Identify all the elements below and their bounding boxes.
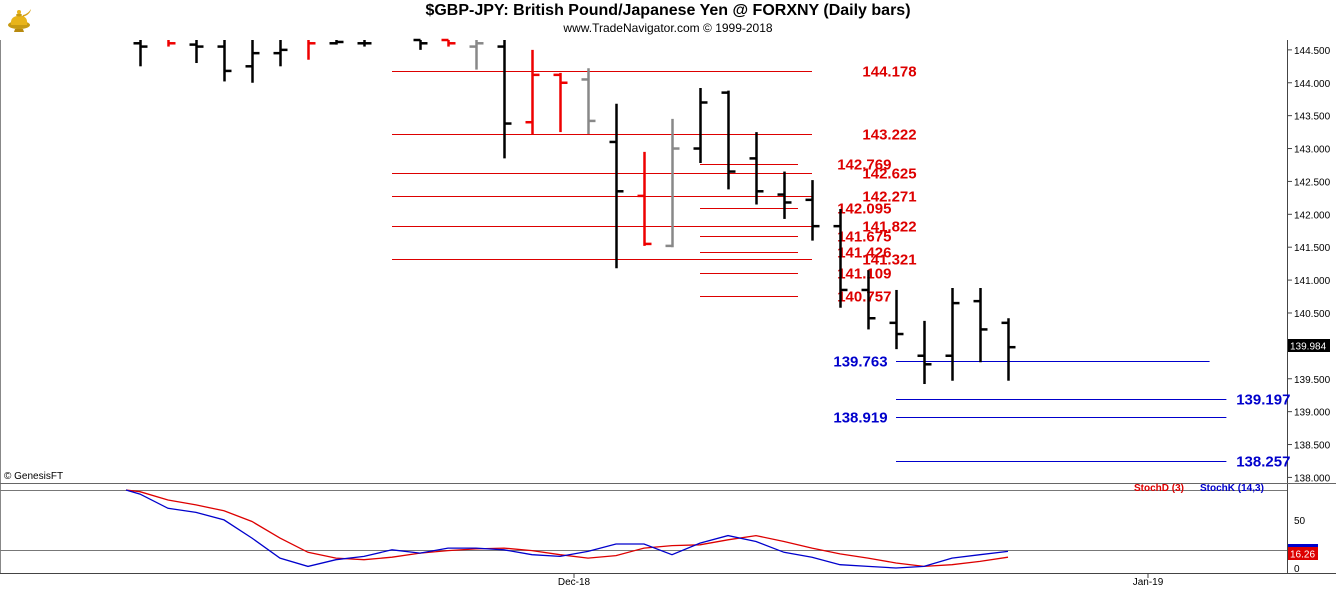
price-bar <box>273 40 288 67</box>
price-tick-label: 144.500 <box>1294 46 1331 57</box>
credit-label: © GenesisFT <box>4 471 63 482</box>
price-bar <box>133 40 148 67</box>
resistance-label: 140.757 <box>837 289 891 306</box>
resistance-label: 142.769 <box>837 157 891 174</box>
support-label: 138.919 <box>833 410 887 427</box>
price-tick-label: 143.500 <box>1294 112 1331 123</box>
price-bar <box>693 88 708 164</box>
chart-subtitle: www.TradeNavigator.com © 1999-2018 <box>563 21 773 35</box>
resistance-label: 142.095 <box>837 201 891 218</box>
price-bar <box>945 287 960 381</box>
chart-header: $GBP-JPY: British Pound/Japanese Yen @ F… <box>0 0 1336 40</box>
price-tick-label: 138.500 <box>1294 441 1331 452</box>
price-bar <box>189 40 204 64</box>
price-bar <box>357 40 372 47</box>
price-bar <box>525 49 540 135</box>
price-bar <box>889 289 904 350</box>
resistance-label: 141.109 <box>837 266 891 283</box>
price-tick-label: 142.000 <box>1294 210 1331 221</box>
resistance-label: 143.222 <box>862 127 916 144</box>
price-tick-label: 138.000 <box>1294 473 1331 484</box>
last-price-label: 139.984 <box>1290 342 1327 353</box>
price-bar <box>469 40 484 70</box>
price-bar <box>217 40 232 82</box>
price-bar <box>553 72 568 133</box>
genie-lamp-icon <box>6 3 32 38</box>
chart-title: $GBP-JPY: British Pound/Japanese Yen @ F… <box>425 2 911 19</box>
resistance-label: 141.675 <box>837 229 891 246</box>
resistance-label: 142.625 <box>862 166 916 183</box>
legend-stoch-k: StochK (14,3) <box>1200 483 1264 494</box>
legend-stoch-d: StochD (3) <box>1134 483 1184 494</box>
stoch-d-line <box>125 489 1009 568</box>
resistance-label: 141.321 <box>862 252 916 269</box>
price-bar <box>917 320 932 385</box>
time-tick-label: Dec-18 <box>558 577 591 588</box>
price-bar <box>777 171 792 219</box>
price-tick-label: 141.500 <box>1294 243 1331 254</box>
price-tick-label: 143.000 <box>1294 145 1331 156</box>
resistance-label: 142.271 <box>862 189 916 206</box>
price-bar <box>861 270 876 330</box>
price-bar <box>441 38 456 47</box>
resistance-label: 141.822 <box>862 219 916 236</box>
price-bar <box>665 118 680 248</box>
price-bar <box>637 151 652 246</box>
price-tick-label: 144.000 <box>1294 79 1331 90</box>
stoch-tick-50: 50 <box>1294 516 1306 527</box>
stoch-tick-0: 0 <box>1294 564 1300 575</box>
price-bar <box>581 68 596 135</box>
price-tick-label: 139.500 <box>1294 375 1331 386</box>
price-bar <box>245 40 260 83</box>
price-tick-label: 140.500 <box>1294 309 1331 320</box>
price-bar <box>749 132 764 205</box>
stoch-k-line <box>125 489 1009 569</box>
price-tick-label: 139.000 <box>1294 408 1331 419</box>
price-bar <box>973 287 988 363</box>
price-bar <box>497 40 512 159</box>
time-tick-label: Jan-19 <box>1133 577 1164 588</box>
price-tick-label: 142.500 <box>1294 177 1331 188</box>
price-bar <box>167 40 176 47</box>
resistance-label: 144.178 <box>862 64 916 81</box>
stoch-last-value-box <box>1288 547 1318 560</box>
price-bar <box>307 40 316 60</box>
price-bar <box>1001 318 1016 381</box>
price-bar <box>329 40 344 45</box>
resistance-label: 141.426 <box>837 245 891 262</box>
price-bar <box>609 103 624 269</box>
price-tick-label: 141.000 <box>1294 276 1331 287</box>
stoch-last-value-label: 16.26 <box>1290 550 1315 561</box>
stoch-last-value-box-k <box>1288 544 1318 547</box>
support-label: 139.197 <box>1236 392 1290 409</box>
price-bar <box>805 180 820 241</box>
support-label: 139.763 <box>833 354 887 371</box>
price-bar <box>413 38 428 50</box>
support-label: 138.257 <box>1236 454 1290 471</box>
price-bar <box>721 90 736 190</box>
last-price-box <box>1288 339 1330 352</box>
price-bar <box>833 209 848 308</box>
